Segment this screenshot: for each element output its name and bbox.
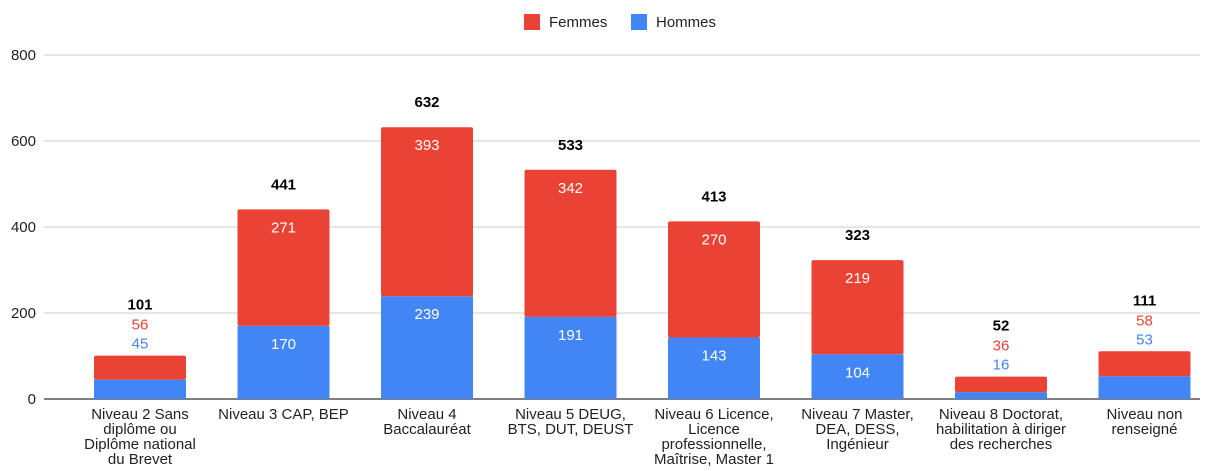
y-tick-label: 200 — [11, 305, 36, 322]
legend-swatch-hommes — [631, 14, 647, 30]
data-label-femmes: 393 — [414, 137, 439, 154]
x-tick-label: Niveau 7 Master, DEA, DESS, Ingénieur — [801, 406, 914, 453]
data-label-hommes: 16 — [993, 357, 1010, 374]
total-label: 323 — [845, 227, 870, 244]
bars — [94, 127, 1191, 399]
bar-segment-femmes — [524, 169, 617, 317]
x-tick-label: Niveau 8 Doctorat, habilitation à diriger… — [936, 406, 1066, 453]
total-label: 632 — [414, 94, 439, 111]
data-label-hommes: 191 — [558, 327, 583, 344]
bar-segment-femmes — [811, 260, 904, 355]
data-label-femmes: 58 — [1136, 312, 1153, 329]
y-axis-ticks: 0 200 400 600 800 — [11, 47, 36, 408]
legend-label-hommes: Hommes — [656, 14, 716, 31]
total-label: 533 — [558, 137, 583, 154]
total-label: 101 — [127, 297, 152, 314]
legend-swatch-femmes — [524, 14, 540, 30]
bar-segment-hommes — [381, 296, 473, 399]
chart-legend: Femmes Hommes — [524, 14, 716, 31]
bar-segment-hommes — [1098, 376, 1191, 399]
x-tick-label: Niveau 4 Baccalauréat — [383, 406, 471, 438]
bar-segment-femmes — [94, 355, 186, 380]
legend-label-femmes: Femmes — [549, 14, 607, 31]
bar-segment-femmes — [955, 376, 1047, 393]
data-label-hommes: 239 — [414, 306, 439, 323]
x-tick-label: Niveau 6 Licence, Licence professionnelle,… — [654, 406, 774, 468]
total-label: 441 — [271, 176, 296, 193]
x-tick-label: Niveau 5 DEUG, BTS, DUT, DEUST — [508, 406, 634, 438]
bar-segment-hommes — [668, 337, 760, 399]
bar-segment-hommes — [94, 379, 186, 399]
data-label-femmes: 36 — [993, 338, 1010, 355]
bar-segment-hommes — [237, 325, 330, 399]
bar-segment-femmes — [237, 209, 330, 326]
total-label: 52 — [993, 318, 1010, 335]
data-label-hommes: 45 — [132, 336, 149, 353]
y-tick-label: 400 — [11, 219, 36, 236]
y-tick-label: 800 — [11, 47, 36, 64]
data-label-femmes: 270 — [701, 231, 726, 248]
y-tick-label: 0 — [28, 391, 36, 408]
data-label-femmes: 219 — [845, 270, 870, 287]
bar-segment-hommes — [955, 392, 1047, 399]
bar-segment-hommes — [811, 354, 904, 399]
data-label-hommes: 170 — [271, 336, 296, 353]
data-label-hommes: 104 — [845, 364, 870, 381]
data-label-femmes: 271 — [271, 219, 296, 236]
gridlines — [44, 54, 1200, 400]
bar-segment-femmes — [1098, 351, 1191, 377]
total-labels: 101 441 632 533 413 323 52 111 — [127, 94, 1156, 334]
data-label-hommes: 143 — [701, 348, 726, 365]
data-label-femmes: 342 — [558, 180, 583, 197]
y-tick-label: 600 — [11, 133, 36, 150]
total-label: 111 — [1133, 292, 1156, 309]
x-tick-label: Niveau 2 Sans diplôme ou Diplôme national d… — [84, 406, 196, 468]
data-label-hommes: 53 — [1136, 331, 1153, 348]
bar-segment-femmes — [381, 127, 473, 297]
bar-segment-femmes — [668, 221, 760, 338]
data-label-femmes: 56 — [132, 317, 149, 334]
x-tick-label: Niveau non renseigné — [1107, 406, 1183, 438]
x-axis-ticks: Niveau 2 Sans diplôme ou Diplôme national d… — [84, 406, 1182, 468]
x-tick-label: Niveau 3 CAP, BEP — [218, 406, 349, 423]
bar-segment-hommes — [524, 316, 617, 399]
total-label: 413 — [701, 188, 726, 205]
segment-labels: 56 45 271 170 393 239 342 191 270 143 219 104 36 16 58… — [132, 137, 1153, 381]
